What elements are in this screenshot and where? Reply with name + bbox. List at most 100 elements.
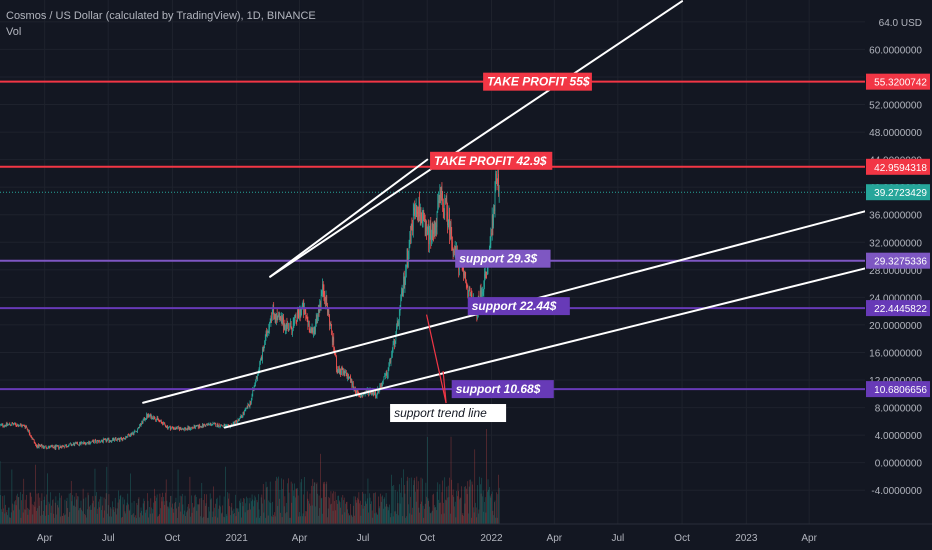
candle-body <box>209 424 210 425</box>
volume-bar <box>347 509 348 524</box>
volume-bar <box>2 496 4 524</box>
volume-bar <box>77 496 79 524</box>
volume-bar <box>151 513 153 524</box>
candle-body <box>177 426 179 428</box>
volume-indicator-label[interactable]: Vol <box>6 26 22 38</box>
candle-body <box>24 426 26 428</box>
volume-bar <box>45 515 46 524</box>
candle-body <box>211 424 213 425</box>
take-profit-42-9-axis-tag <box>866 158 930 175</box>
current-price-tag-label: 39.2723429 <box>874 188 927 199</box>
candle-body <box>266 332 268 336</box>
volume-bar <box>116 514 117 524</box>
candle-body <box>413 210 414 231</box>
candle-body <box>297 310 298 321</box>
volume-bar <box>70 493 71 524</box>
candle-body <box>361 396 362 397</box>
volume-bar <box>342 495 344 524</box>
volume-bar <box>348 515 350 524</box>
volume-bar <box>378 508 380 524</box>
candle-body <box>359 395 361 398</box>
volume-bar <box>446 486 448 524</box>
candle-body <box>170 427 172 430</box>
volume-bar <box>459 499 460 524</box>
candle-body <box>403 276 405 286</box>
candle-body <box>312 328 314 333</box>
candle-body <box>96 440 98 442</box>
volume-bar <box>148 517 150 524</box>
candle-body <box>178 426 180 428</box>
volume-bar <box>281 478 282 524</box>
candle-body <box>333 337 335 348</box>
volume-bar <box>143 498 145 524</box>
volume-bar <box>323 484 325 524</box>
volume-bar <box>426 436 428 524</box>
candle-body <box>296 320 298 322</box>
volume-bar <box>61 515 63 524</box>
volume-bar <box>306 491 308 524</box>
volume-bar <box>180 511 182 524</box>
volume-bar <box>456 490 457 524</box>
candle-body <box>61 446 62 449</box>
candle-body <box>454 251 455 253</box>
volume-bar <box>98 501 99 524</box>
price-tick-label: 8.0000000 <box>875 404 923 415</box>
volume-bar <box>52 500 53 524</box>
candle-body <box>56 445 58 447</box>
candle-body <box>278 314 279 317</box>
candle-body <box>193 427 194 429</box>
candle-body <box>47 447 49 449</box>
candle-body <box>167 427 169 429</box>
candle-body <box>267 331 268 336</box>
candle-body <box>6 423 7 427</box>
volume-bar <box>436 491 438 524</box>
candle-body <box>483 286 485 293</box>
candle-body <box>56 445 57 447</box>
volume-bar <box>469 479 471 524</box>
candle-body <box>340 370 342 375</box>
volume-bar <box>322 482 324 524</box>
volume-bar <box>244 498 245 524</box>
candle-body <box>227 425 228 426</box>
volume-bar <box>350 503 351 524</box>
volume-bar <box>274 516 276 524</box>
candle-body <box>166 426 168 428</box>
volume-bar <box>486 429 487 524</box>
candle-body <box>406 249 408 267</box>
time-axis-ticks: Apr Jul Oct 2021 Apr Jul Oct 2022 Apr Jul Oct 2023 A… <box>37 533 818 544</box>
candle-body <box>400 298 402 306</box>
candle-body <box>255 382 256 384</box>
volume-bar <box>129 509 131 524</box>
volume-bar <box>316 482 318 524</box>
volume-bar <box>115 508 117 524</box>
candle-body <box>392 348 393 355</box>
candle-body <box>128 434 129 436</box>
candle-body <box>308 323 310 332</box>
candle-body <box>440 191 442 198</box>
volume-bar <box>22 512 24 524</box>
candle-body <box>371 391 372 394</box>
volume-bar <box>223 516 224 524</box>
candle-body <box>376 393 378 397</box>
candle-body <box>246 407 248 409</box>
volume-bar <box>43 499 45 524</box>
volume-bar <box>43 510 44 524</box>
candle-body <box>447 211 448 226</box>
candle-body <box>269 322 271 323</box>
volume-bar <box>234 513 235 524</box>
candle-body <box>421 220 422 223</box>
candle-body <box>484 274 485 287</box>
candle-body <box>192 427 194 429</box>
time-tick-label: Apr <box>801 533 817 544</box>
candle-body <box>143 418 145 421</box>
candle-body <box>176 427 177 430</box>
volume-bar <box>75 492 77 524</box>
candle-body <box>107 439 108 441</box>
candle-body <box>129 436 131 437</box>
volume-bar <box>170 495 172 524</box>
volume-bar <box>318 495 320 524</box>
take-profit-55-axis-tag-label: 55.3200742 <box>874 78 927 89</box>
volume-bar <box>341 497 342 524</box>
volume-bar <box>489 486 490 524</box>
